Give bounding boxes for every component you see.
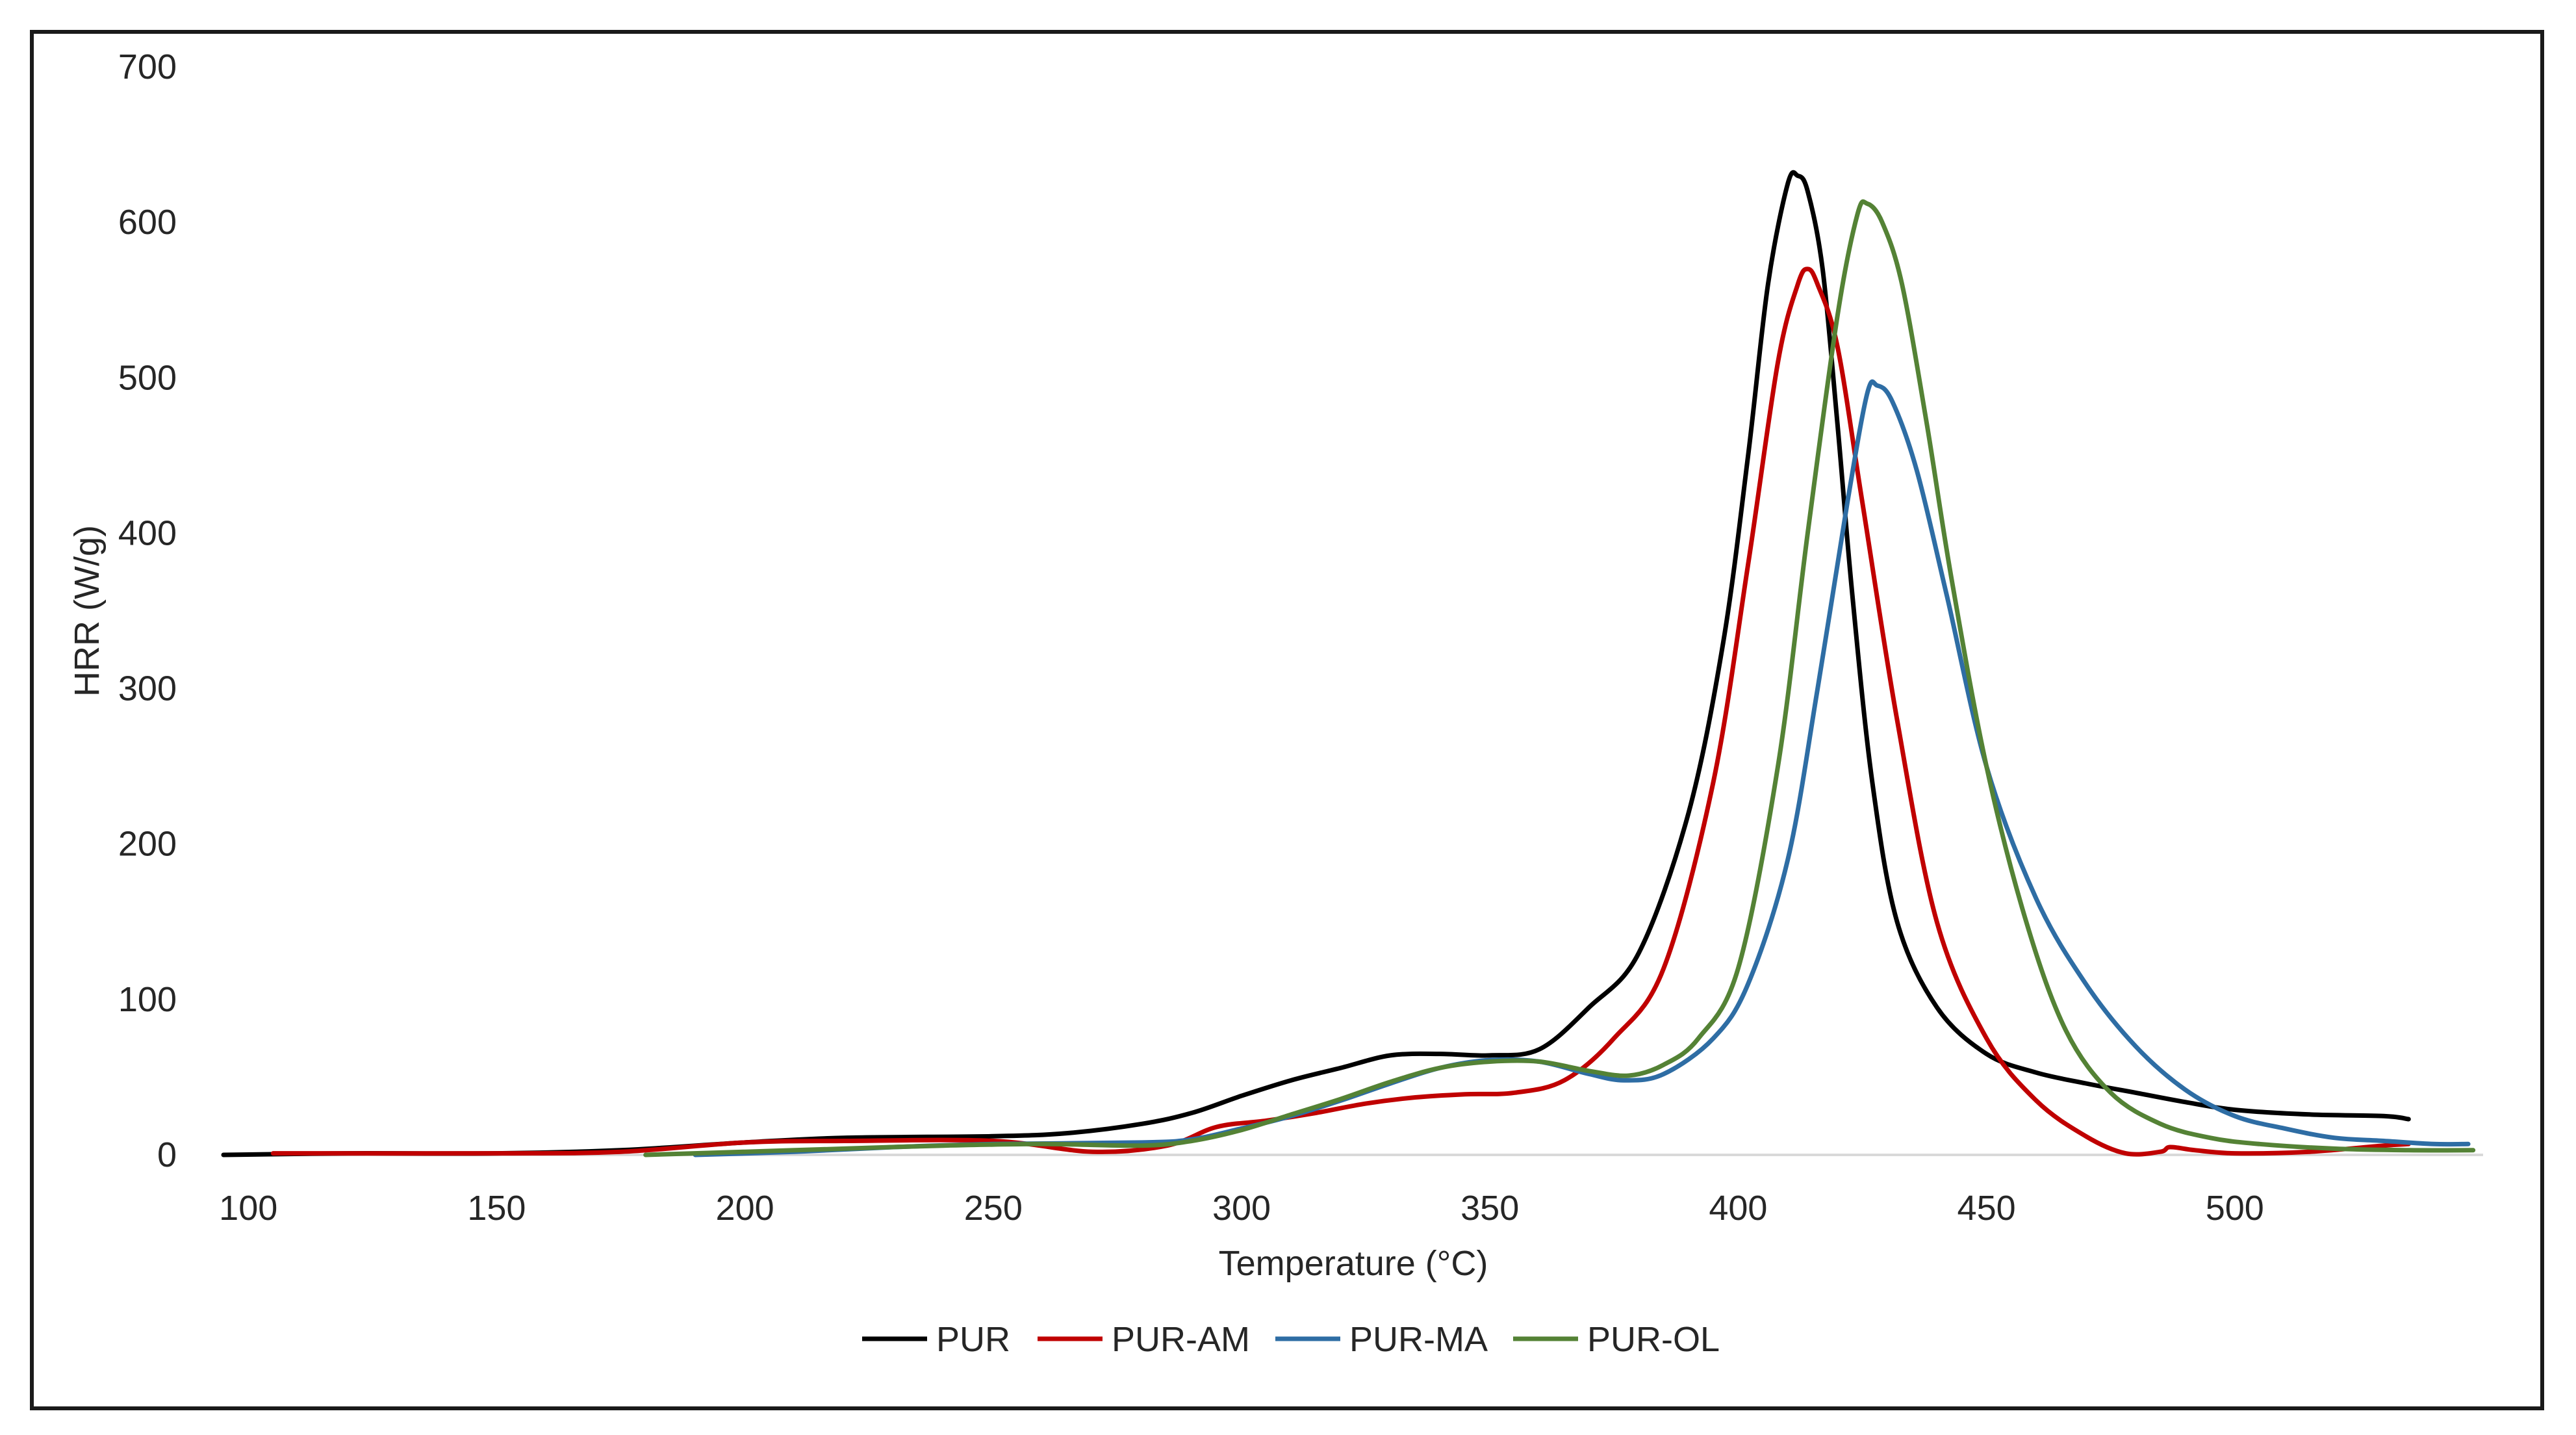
x-tick-label: 350 [1460,1189,1519,1228]
legend-label: PUR-OL [1587,1320,1720,1359]
legend: PUR PUR-AM PUR-MA PUR-OL [862,1320,1720,1359]
x-tick-label: 400 [1709,1189,1767,1228]
y-tick-label: 400 [118,513,177,552]
x-tick-label: 450 [1958,1189,2016,1228]
y-tick-label: 600 [118,203,177,242]
legend-item-pur-am: PUR-AM [1038,1320,1250,1359]
x-axis-ticks: 100 150 200 250 300 350 400 450 500 [219,1189,2264,1228]
legend-label: PUR [936,1320,1010,1359]
chart-canvas: 0 100 200 300 400 500 600 700 100 150 200 250 300 35… [68,47,2483,1359]
legend-label: PUR-AM [1112,1320,1250,1359]
x-axis-title: Temperature (°C) [1219,1244,1488,1283]
legend-item-pur-ol: PUR-OL [1513,1320,1720,1359]
legend-item-pur-ma: PUR-MA [1275,1320,1488,1359]
x-tick-label: 150 [467,1189,526,1228]
y-tick-label: 500 [118,358,177,397]
x-tick-label: 300 [1212,1189,1271,1228]
y-axis-title: HRR (W/g) [68,525,107,697]
series-line-pur-ol [643,199,2476,1157]
series-line-pur-am [270,266,2411,1157]
y-tick-label: 700 [118,47,177,86]
legend-item-pur: PUR [862,1320,1010,1359]
series-line-pur-ma [693,379,2471,1157]
plot-area [221,170,2476,1157]
y-tick-label: 0 [157,1135,177,1174]
chart-frame: 0 100 200 300 400 500 600 700 100 150 200 250 300 35… [30,30,2544,1410]
y-axis-ticks: 0 100 200 300 400 500 600 700 [118,47,177,1174]
y-tick-label: 200 [118,825,177,864]
y-tick-label: 300 [118,669,177,708]
x-tick-label: 200 [716,1189,774,1228]
y-tick-label: 100 [118,980,177,1019]
legend-label: PUR-MA [1349,1320,1488,1359]
series-line-pur [221,170,2411,1157]
x-tick-label: 500 [2206,1189,2264,1228]
x-tick-label: 100 [219,1189,277,1228]
x-tick-label: 250 [964,1189,1023,1228]
